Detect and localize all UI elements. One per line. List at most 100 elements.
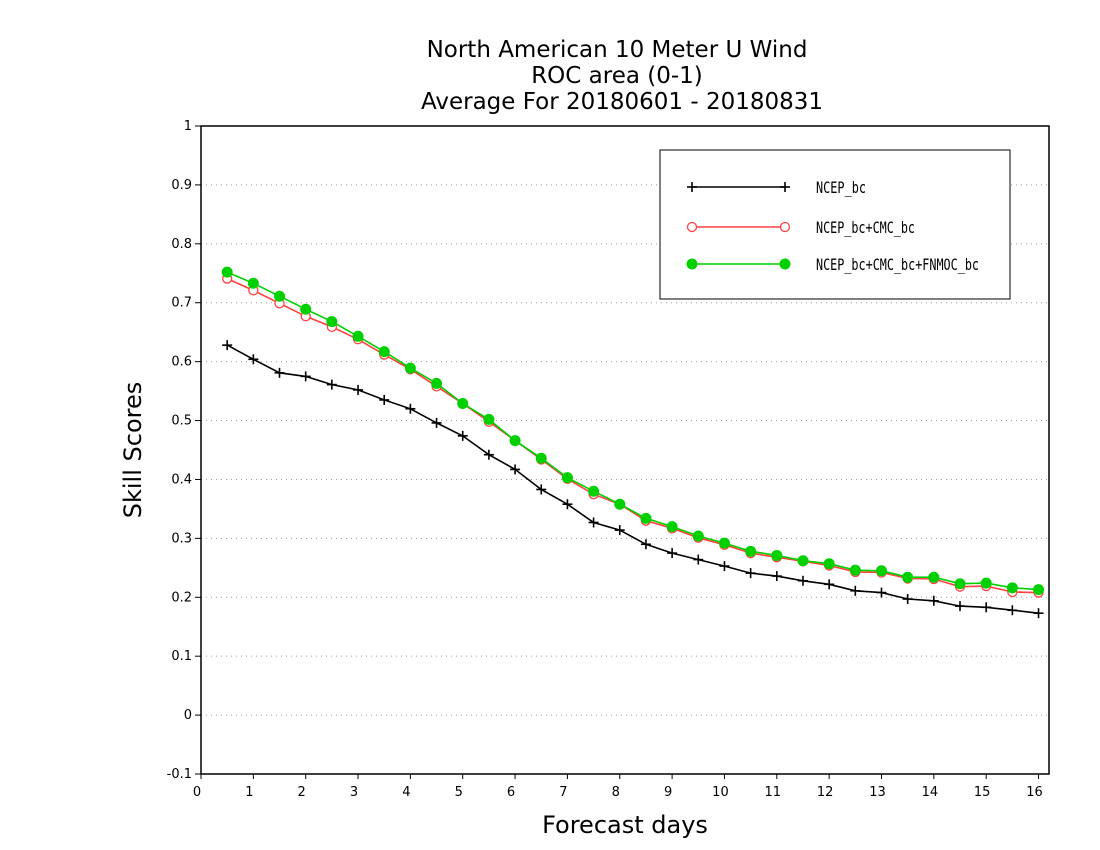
data-point [535, 452, 547, 464]
x-tick-label: 13 [869, 785, 886, 800]
data-point [379, 394, 390, 405]
data-point [222, 340, 233, 351]
data-point [483, 413, 495, 425]
data-point [536, 484, 547, 495]
legend-marker-end [779, 221, 791, 233]
data-point [667, 548, 678, 559]
data-point [1033, 608, 1044, 619]
data-point [431, 417, 442, 428]
x-tick-label: 16 [1026, 785, 1043, 800]
legend-marker-start [687, 182, 697, 192]
data-point [562, 499, 573, 510]
data-point [981, 602, 992, 613]
data-point [352, 330, 364, 342]
data-point [954, 578, 966, 590]
x-tick-label: 5 [455, 785, 463, 800]
y-tick-label: 0 [184, 708, 192, 723]
x-tick-label: 2 [298, 785, 306, 800]
series-1 [222, 340, 1044, 619]
x-axis-title: Forecast days [542, 811, 708, 839]
x-tick-label: 9 [664, 785, 672, 800]
data-point [300, 303, 312, 315]
x-tick-label: 3 [350, 785, 358, 800]
y-tick-label: 0.5 [171, 414, 192, 429]
data-point [588, 485, 600, 497]
data-point [902, 594, 913, 605]
data-point [849, 564, 861, 576]
legend-label: NCEP_bc+CMC_bc+FNMOC_bc [816, 255, 979, 274]
data-point [221, 266, 233, 278]
chart-title-line-1: North American 10 Meter U Wind [427, 37, 808, 63]
data-point [640, 539, 651, 550]
data-point [353, 384, 364, 395]
x-tick-label: 12 [817, 785, 834, 800]
data-point [640, 512, 652, 524]
legend-marker-start [686, 258, 698, 270]
y-axis-title: Skill Scores [119, 382, 147, 519]
data-point [719, 561, 730, 572]
data-point [875, 565, 887, 577]
legend-entry-2: NCEP_bc+CMC_bc [686, 218, 915, 237]
chart-title-line-3: Average For 20180601 - 20180831 [421, 89, 823, 115]
y-tick-label: 0.6 [171, 355, 192, 370]
data-point [274, 290, 286, 302]
data-point [614, 525, 625, 536]
y-tick-label: -0.1 [167, 767, 192, 782]
y-tick-label: 0.8 [171, 237, 192, 252]
data-point [457, 397, 469, 409]
x-axis-ticks: 0 1 2 3 4 5 6 7 8 9 10 11 12 13 14 15 16 [193, 774, 1043, 800]
data-point [955, 601, 966, 612]
data-point [824, 579, 835, 590]
data-point [1033, 584, 1045, 596]
data-point [745, 545, 757, 557]
data-point [457, 430, 468, 441]
y-tick-label: 0.7 [171, 296, 192, 311]
data-point [876, 587, 887, 598]
y-tick-label: 0.9 [171, 178, 192, 193]
legend-marker-end [780, 182, 790, 192]
x-tick-label: 7 [559, 785, 567, 800]
data-point [326, 316, 338, 328]
data-point [405, 403, 416, 414]
data-point [692, 530, 704, 542]
x-tick-label: 8 [612, 785, 620, 800]
data-point [771, 571, 782, 582]
legend-label: NCEP_bc [816, 178, 866, 197]
data-point [561, 472, 573, 484]
data-point [980, 577, 992, 589]
data-point [823, 558, 835, 570]
data-point [300, 371, 311, 382]
data-point [404, 362, 416, 374]
data-point [248, 354, 259, 365]
x-tick-label: 6 [507, 785, 515, 800]
legend-entry-3: NCEP_bc+CMC_bc+FNMOC_bc [686, 255, 979, 274]
x-tick-label: 1 [245, 785, 253, 800]
data-point [509, 435, 521, 447]
series-3 [221, 266, 1045, 596]
legend-marker-start [686, 221, 698, 233]
data-point [510, 464, 521, 475]
data-point [666, 521, 678, 533]
y-axis-ticks: -0.1 0 0.1 0.2 0.3 0.4 0.5 0.6 0.7 0.8 0.9 1 [167, 119, 201, 782]
plot-frame [200, 125, 1050, 775]
series-line [226, 344, 1039, 614]
data-point [850, 585, 861, 596]
x-tick-label: 14 [922, 785, 939, 800]
legend-entry-1: NCEP_bc [687, 178, 866, 197]
y-tick-label: 0.3 [171, 531, 192, 546]
data-point [483, 449, 494, 460]
data-point [745, 568, 756, 579]
data-point [928, 595, 939, 606]
data-point [431, 377, 443, 389]
data-point [902, 571, 914, 583]
data-point [693, 554, 704, 565]
series-lines [221, 266, 1045, 619]
data-point [378, 346, 390, 358]
chart-title-line-2: ROC area (0-1) [531, 63, 703, 89]
x-tick-label: 4 [402, 785, 410, 800]
data-point [1007, 605, 1018, 616]
data-point [928, 571, 940, 583]
y-tick-label: 0.1 [171, 649, 192, 664]
